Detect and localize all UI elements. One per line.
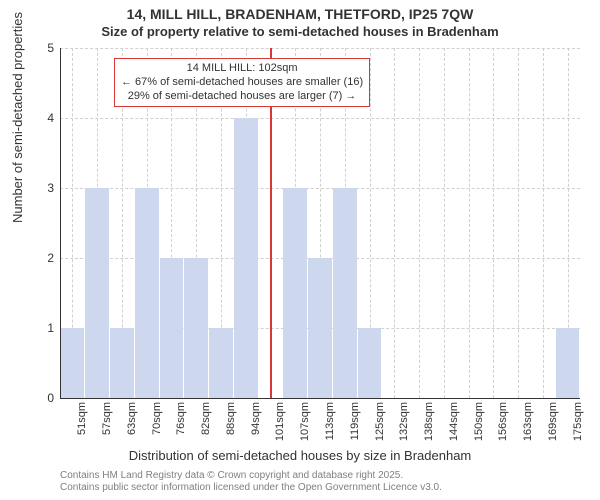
bar bbox=[184, 258, 208, 398]
y-tick-label: 4 bbox=[47, 111, 54, 125]
bar bbox=[85, 188, 109, 398]
y-tick-label: 5 bbox=[47, 41, 54, 55]
bar bbox=[135, 188, 159, 398]
x-tick-label: 163sqm bbox=[522, 402, 534, 446]
bar bbox=[234, 118, 258, 398]
x-tick-label: 70sqm bbox=[151, 402, 163, 446]
gridline bbox=[394, 48, 395, 398]
x-tick-label: 119sqm bbox=[349, 402, 361, 446]
annotation-box: 14 MILL HILL: 102sqm← 67% of semi-detach… bbox=[114, 58, 370, 107]
page-title: 14, MILL HILL, BRADENHAM, THETFORD, IP25… bbox=[0, 6, 600, 24]
x-tick-label: 138sqm bbox=[423, 402, 435, 446]
x-tick-label: 82sqm bbox=[200, 402, 212, 446]
x-tick-label: 101sqm bbox=[274, 402, 286, 446]
x-tick-label: 113sqm bbox=[324, 402, 336, 446]
x-tick-label: 175sqm bbox=[572, 402, 584, 446]
y-tick-label: 2 bbox=[47, 251, 54, 265]
bar bbox=[358, 328, 382, 398]
x-tick-label: 169sqm bbox=[547, 402, 559, 446]
x-axis-label: Distribution of semi-detached houses by … bbox=[0, 448, 600, 463]
annotation-line-2: ← 67% of semi-detached houses are smalle… bbox=[121, 76, 363, 90]
y-axis-label: Number of semi-detached properties bbox=[10, 12, 25, 223]
footer: Contains HM Land Registry data © Crown c… bbox=[60, 470, 442, 494]
bar bbox=[110, 328, 134, 398]
x-tick-label: 88sqm bbox=[225, 402, 237, 446]
x-tick-label: 76sqm bbox=[175, 402, 187, 446]
x-tick-label: 156sqm bbox=[497, 402, 509, 446]
x-tick-label: 150sqm bbox=[473, 402, 485, 446]
annotation-line-1: 14 MILL HILL: 102sqm bbox=[121, 62, 363, 76]
gridline bbox=[444, 48, 445, 398]
gridline bbox=[543, 48, 544, 398]
bar bbox=[556, 328, 580, 398]
chart-page: 14, MILL HILL, BRADENHAM, THETFORD, IP25… bbox=[0, 0, 600, 500]
gridline bbox=[469, 48, 470, 398]
x-tick-label: 107sqm bbox=[299, 402, 311, 446]
x-tick-label: 57sqm bbox=[101, 402, 113, 446]
bar bbox=[60, 328, 84, 398]
gridline bbox=[493, 48, 494, 398]
footer-line-1: Contains HM Land Registry data © Crown c… bbox=[60, 470, 442, 482]
y-tick-label: 1 bbox=[47, 321, 54, 335]
x-tick-label: 125sqm bbox=[374, 402, 386, 446]
annotation-line-3: 29% of semi-detached houses are larger (… bbox=[121, 90, 363, 104]
bar bbox=[209, 328, 233, 398]
x-tick-label: 51sqm bbox=[76, 402, 88, 446]
y-tick-label: 3 bbox=[47, 181, 54, 195]
bar bbox=[283, 188, 307, 398]
x-tick-label: 63sqm bbox=[126, 402, 138, 446]
gridline bbox=[518, 48, 519, 398]
x-tick-label: 94sqm bbox=[250, 402, 262, 446]
x-tick-label: 132sqm bbox=[398, 402, 410, 446]
title-block: 14, MILL HILL, BRADENHAM, THETFORD, IP25… bbox=[0, 0, 600, 40]
gridline bbox=[60, 398, 580, 399]
y-axis-line bbox=[60, 48, 61, 398]
footer-line-2: Contains public sector information licen… bbox=[60, 482, 442, 494]
x-tick-label: 144sqm bbox=[448, 402, 460, 446]
gridline bbox=[419, 48, 420, 398]
bar bbox=[308, 258, 332, 398]
bar bbox=[160, 258, 184, 398]
plot-area: 14 MILL HILL: 102sqm← 67% of semi-detach… bbox=[60, 48, 580, 398]
page-subtitle: Size of property relative to semi-detach… bbox=[0, 24, 600, 40]
y-tick-label: 0 bbox=[47, 391, 54, 405]
bar bbox=[333, 188, 357, 398]
